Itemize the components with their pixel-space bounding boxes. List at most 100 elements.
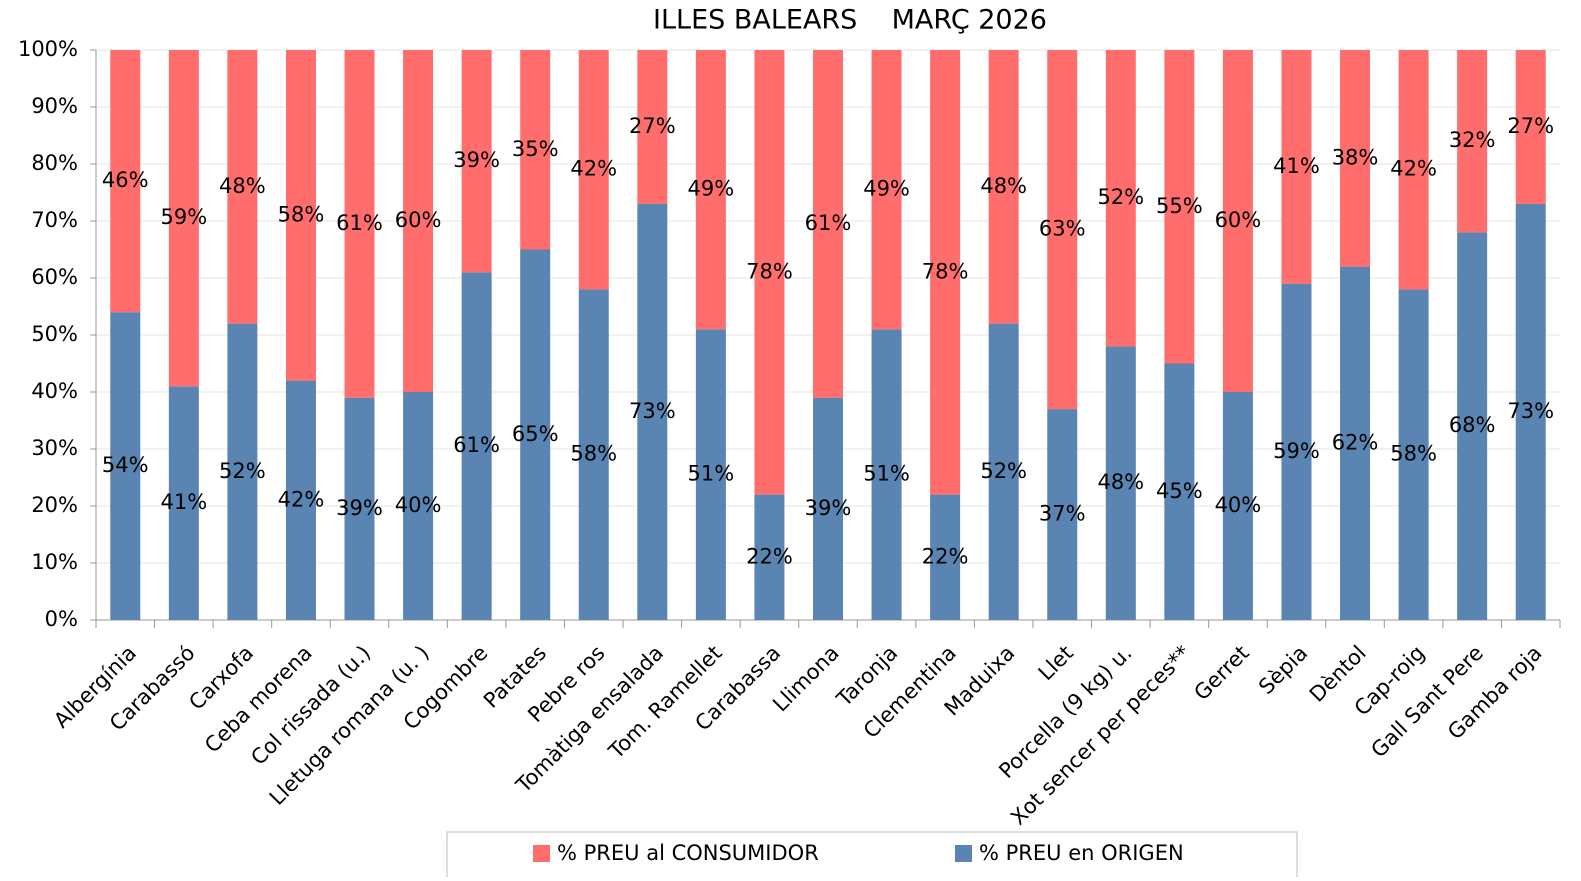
bar-segment [1340,266,1371,620]
bar-segment [988,323,1019,620]
bar-segment [227,50,258,324]
bar-segment [110,50,141,313]
bar-segment [285,380,316,620]
bar-segment [1515,50,1546,204]
bar-segment [1222,50,1253,392]
bar-segment [695,50,726,330]
bar-segment [813,397,843,620]
bar-segment [1164,363,1195,620]
data-label: 49% [863,177,910,201]
bar-segment [1457,50,1488,233]
data-label: 42% [570,157,617,181]
y-tick-label: 80% [31,151,78,175]
bar-segment [637,203,668,620]
bar-segment [871,329,902,620]
y-tick-label: 100% [18,37,78,61]
data-label: 49% [688,177,735,201]
y-tick-label: 90% [31,94,78,118]
bar-segment [344,397,375,620]
data-label: 78% [922,259,969,283]
bar-segment [695,329,726,620]
bar-segment [520,50,551,250]
data-label: 37% [1039,502,1086,526]
bar-segment [1047,409,1078,620]
data-label: 65% [512,422,559,446]
data-label: 60% [395,208,442,232]
data-label: 48% [219,174,266,198]
bar-segment [227,323,258,620]
data-label: 32% [1449,128,1496,152]
bar-segment [754,50,785,495]
data-label: 35% [512,137,559,161]
data-label: 59% [1273,439,1320,463]
legend-box [446,831,1298,881]
bar-segment [344,50,375,398]
bar-segment [1398,50,1429,290]
data-label: 51% [863,462,910,486]
data-label: 42% [1390,157,1437,181]
data-label: 22% [746,544,793,568]
data-label: 58% [278,202,325,226]
data-label: 39% [453,148,500,172]
bar-segment [168,386,199,620]
y-tick-label: 40% [31,379,78,403]
data-label: 46% [102,168,149,192]
bar-segment [1457,232,1488,620]
data-label: 41% [160,490,207,514]
y-tick-label: 10% [31,550,78,574]
bar-segment [1222,392,1253,620]
bar-segment [461,272,492,620]
y-tick-label: 0% [45,607,78,631]
legend-label: % PREU en ORIGEN [979,841,1184,865]
y-tick-label: 30% [31,436,78,460]
data-label: 61% [453,433,500,457]
data-label: 58% [570,442,617,466]
bar-segment [578,289,609,620]
data-label: 52% [219,459,266,483]
data-label: 39% [336,496,383,520]
bar-segment [1281,50,1312,284]
data-label: 39% [805,496,852,520]
data-label: 68% [1449,413,1496,437]
bar-segment [1398,289,1429,620]
bar-segment [403,392,434,620]
legend-swatch [533,845,550,862]
bar-segment [1515,203,1546,620]
bar-segment [988,50,1019,324]
bar-segment [110,312,141,620]
data-label: 27% [1507,114,1554,138]
y-tick-label: 20% [31,493,78,517]
data-label: 78% [746,259,793,283]
data-label: 48% [1097,470,1144,494]
bar-segment [285,50,316,381]
data-label: 38% [1332,145,1379,169]
data-label: 41% [1273,154,1320,178]
data-label: 63% [1039,217,1086,241]
bar-segment [930,494,961,620]
data-label: 52% [980,459,1027,483]
y-tick-label: 50% [31,322,78,346]
y-tick-label: 60% [31,265,78,289]
bar-segment [1105,50,1136,347]
data-label: 22% [922,544,969,568]
data-label: 60% [1215,208,1262,232]
data-label: 51% [688,462,735,486]
data-label: 54% [102,453,149,477]
chart-title: ILLES BALEARS MARÇ 2026 [653,5,1047,36]
legend-swatch [955,845,972,862]
bar-segment [754,494,785,620]
bar-segment [637,50,668,204]
data-label: 48% [980,174,1027,198]
bar-segment [813,50,843,398]
legend-label: % PREU al CONSUMIDOR [557,841,819,865]
bar-segment [1105,346,1136,620]
data-label: 73% [629,399,676,423]
bar-segment [403,50,434,392]
data-label: 62% [1332,430,1379,454]
data-label: 40% [395,493,442,517]
data-label: 52% [1097,185,1144,209]
bar-segment [168,50,199,387]
data-label: 42% [278,487,325,511]
